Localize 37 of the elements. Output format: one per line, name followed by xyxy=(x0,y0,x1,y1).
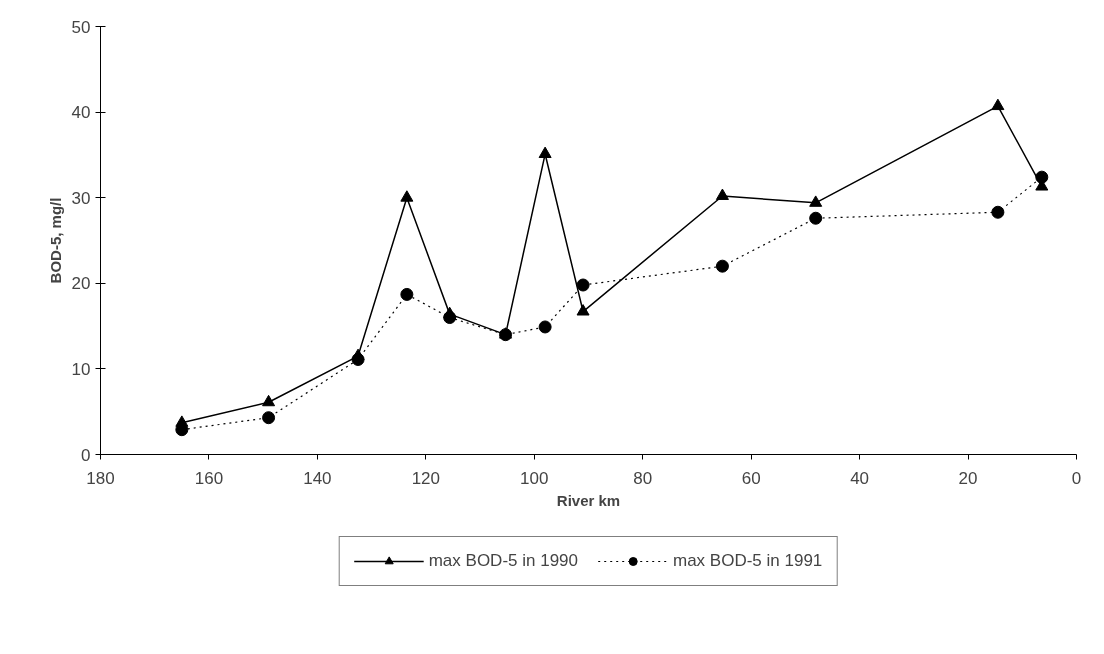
point xyxy=(262,411,276,425)
point xyxy=(400,287,414,301)
point xyxy=(576,304,590,316)
point xyxy=(576,278,590,292)
point xyxy=(715,188,729,200)
x-tick-label: 40 xyxy=(850,468,870,488)
point xyxy=(538,320,552,334)
point xyxy=(991,205,1005,219)
x-tick-label: 160 xyxy=(194,468,224,488)
x-tick-label: 0 xyxy=(1071,468,1082,488)
point xyxy=(351,353,365,366)
x-tick-label: 20 xyxy=(958,468,978,488)
point xyxy=(809,211,823,225)
point xyxy=(991,98,1005,111)
y-tick-label: 40 xyxy=(71,103,91,123)
point xyxy=(400,190,414,202)
y-tick-label: 30 xyxy=(71,188,91,208)
point xyxy=(443,311,457,325)
y-tick-label: 50 xyxy=(71,17,91,37)
x-tick-label: 120 xyxy=(411,468,441,488)
y-tick-label: 0 xyxy=(81,445,91,465)
x-axis-title: River km xyxy=(556,491,621,509)
legend-label: max BOD-5 in 1990 xyxy=(428,551,578,571)
x-tick-label: 140 xyxy=(303,468,332,488)
x-tick-label: 180 xyxy=(86,468,115,488)
y-tick-label: 10 xyxy=(71,359,91,379)
legend-label: max BOD-5 in 1991 xyxy=(673,551,823,571)
x-tick-label: 100 xyxy=(520,468,549,488)
point xyxy=(262,394,276,407)
x-tick-label: 60 xyxy=(741,468,761,488)
point xyxy=(715,259,729,273)
x-tick-label: 80 xyxy=(633,468,653,488)
y-axis-title: BOD-5, mg/l xyxy=(46,197,64,284)
point xyxy=(809,195,823,207)
point xyxy=(538,146,552,159)
y-tick-label: 20 xyxy=(71,274,91,294)
point xyxy=(1035,170,1049,184)
